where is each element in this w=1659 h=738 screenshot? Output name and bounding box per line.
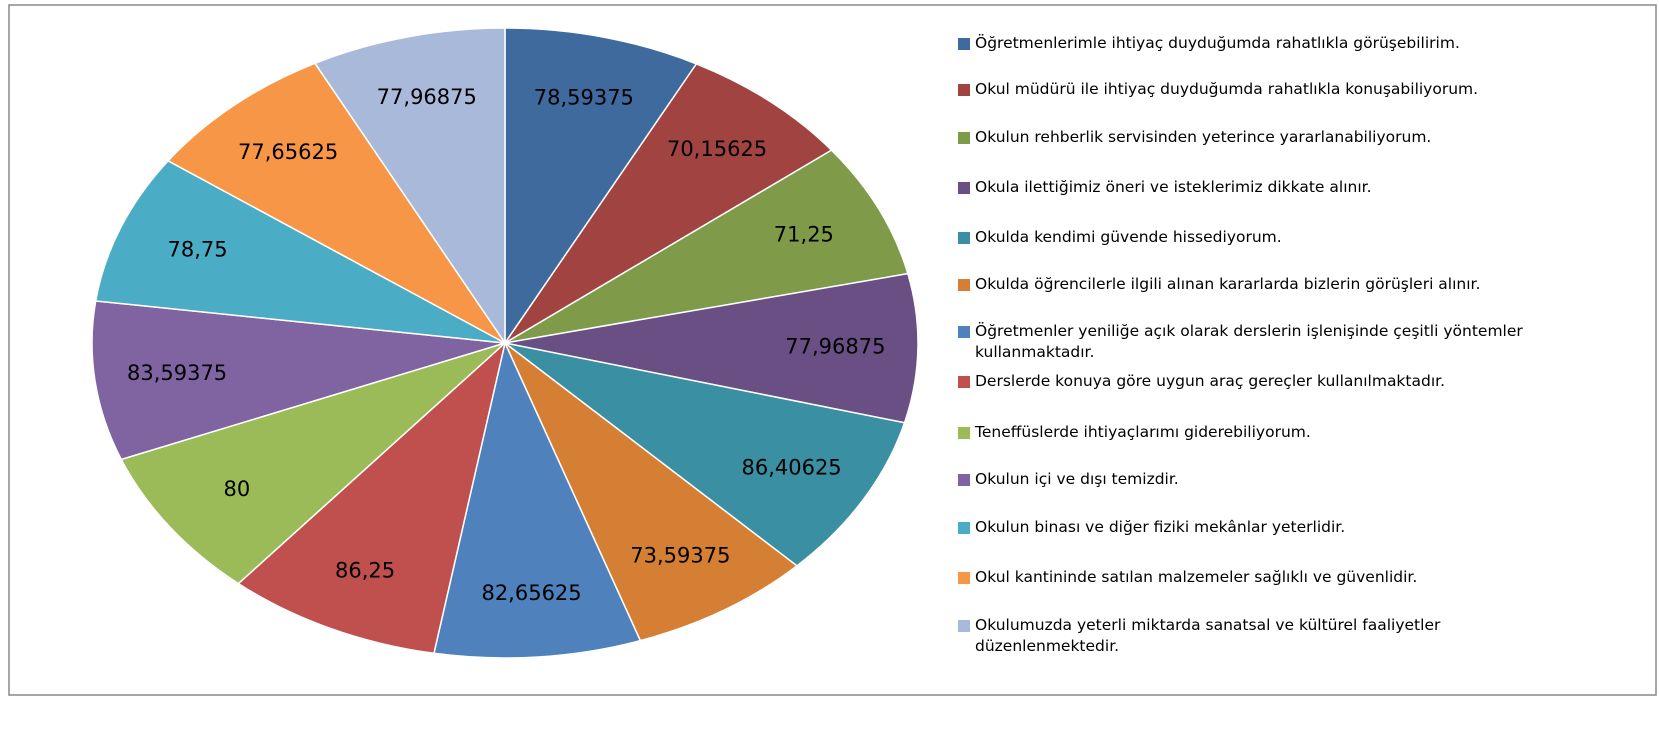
legend-item: Okul kantininde satılan malzemeler sağlı… (958, 567, 1558, 588)
legend-item: Öğretmenler yeniliğe açık olarak dersler… (958, 321, 1558, 363)
data-label: 77,96875 (377, 85, 477, 109)
data-label: 83,59375 (127, 361, 227, 385)
legend-swatch (958, 522, 970, 534)
pie-slice (504, 272, 919, 424)
data-label: 78,75 (168, 238, 228, 262)
legend-swatch (958, 38, 970, 50)
legend-item: Okulda öğrencilerle ilgili alınan kararl… (958, 274, 1558, 295)
data-label: 71,25 (774, 223, 834, 247)
legend-item: Okulumuzda yeterli miktarda sanatsal ve … (958, 615, 1558, 657)
legend-item: Öğretmenlerimle ihtiyaç duyduğumda rahat… (958, 33, 1558, 54)
legend-item: Okula ilettiğimiz öneri ve isteklerimiz … (958, 177, 1558, 198)
legend-label: Okula ilettiğimiz öneri ve isteklerimiz … (975, 178, 1372, 196)
legend-item: Okulun binası ve diğer fiziki mekânlar y… (958, 517, 1558, 538)
pie-slice (433, 340, 642, 659)
legend-label: Okul kantininde satılan malzemeler sağlı… (975, 568, 1418, 586)
legend-item: Okulun içi ve dışı temizdir. (958, 469, 1558, 490)
legend-item: Okulda kendimi güvende hissediyorum. (958, 227, 1558, 248)
legend-swatch (958, 279, 970, 291)
legend-label: Teneffüslerde ihtiyaçlarımı giderebiliyo… (975, 423, 1311, 441)
pie-slice (504, 27, 698, 346)
data-label: 77,65625 (238, 140, 338, 164)
legend-swatch (958, 572, 970, 584)
legend-label: Okulun binası ve diğer fiziki mekânlar y… (975, 518, 1346, 536)
legend-swatch (958, 182, 970, 194)
legend-label: Okul müdürü ile ihtiyaç duyduğumda rahat… (975, 80, 1479, 98)
legend-label: Okulun rehberlik servisinden yeterince y… (975, 128, 1432, 146)
legend-label: Öğretmenler yeniliğe açık olarak dersler… (975, 322, 1523, 361)
legend-label: Öğretmenlerimle ihtiyaç duyduğumda rahat… (975, 34, 1460, 52)
pie-slice (94, 159, 506, 344)
pie-slice (313, 27, 506, 346)
legend-swatch (958, 376, 970, 388)
pie-slice (504, 342, 799, 642)
legend-label: Okulun içi ve dışı temizdir. (975, 470, 1179, 488)
legend-label: Okulda öğrencilerle ilgili alınan kararl… (975, 275, 1481, 293)
frame (8, 4, 1657, 696)
data-label: 86,25 (335, 558, 395, 582)
pie-slice (120, 342, 506, 585)
pie-slice (166, 62, 506, 344)
legend-swatch (958, 427, 970, 439)
legend-swatch (958, 232, 970, 244)
data-label: 80 (223, 477, 250, 501)
data-label: 77,96875 (785, 334, 885, 358)
legend-label: Derslerde konuya göre uygun araç gereçle… (975, 372, 1446, 390)
legend-swatch (958, 474, 970, 486)
legend-item: Teneffüslerde ihtiyaçlarımı giderebiliyo… (958, 422, 1558, 443)
pie-slice (237, 340, 507, 655)
data-label: 86,40625 (741, 455, 841, 479)
pie-slice (91, 300, 506, 461)
legend-item: Okulun rehberlik servisinden yeterince y… (958, 127, 1558, 148)
legend-label: Okulda kendimi güvende hissediyorum. (975, 228, 1282, 246)
data-label: 73,59375 (630, 544, 730, 568)
data-label: 78,59375 (534, 85, 634, 109)
legend-swatch (958, 84, 970, 96)
legend-label: Okulumuzda yeterli miktarda sanatsal ve … (975, 616, 1441, 655)
legend-swatch (958, 620, 970, 632)
pie-slice (504, 62, 833, 344)
data-label: 70,15625 (667, 137, 767, 161)
legend-item: Okul müdürü ile ihtiyaç duyduğumda rahat… (958, 79, 1558, 100)
pie-slice (504, 342, 906, 567)
legend-swatch (958, 326, 970, 338)
legend-item: Derslerde konuya göre uygun araç gereçle… (958, 371, 1558, 392)
data-label: 82,65625 (481, 581, 581, 605)
pie-slice (504, 149, 909, 344)
legend-swatch (958, 132, 970, 144)
